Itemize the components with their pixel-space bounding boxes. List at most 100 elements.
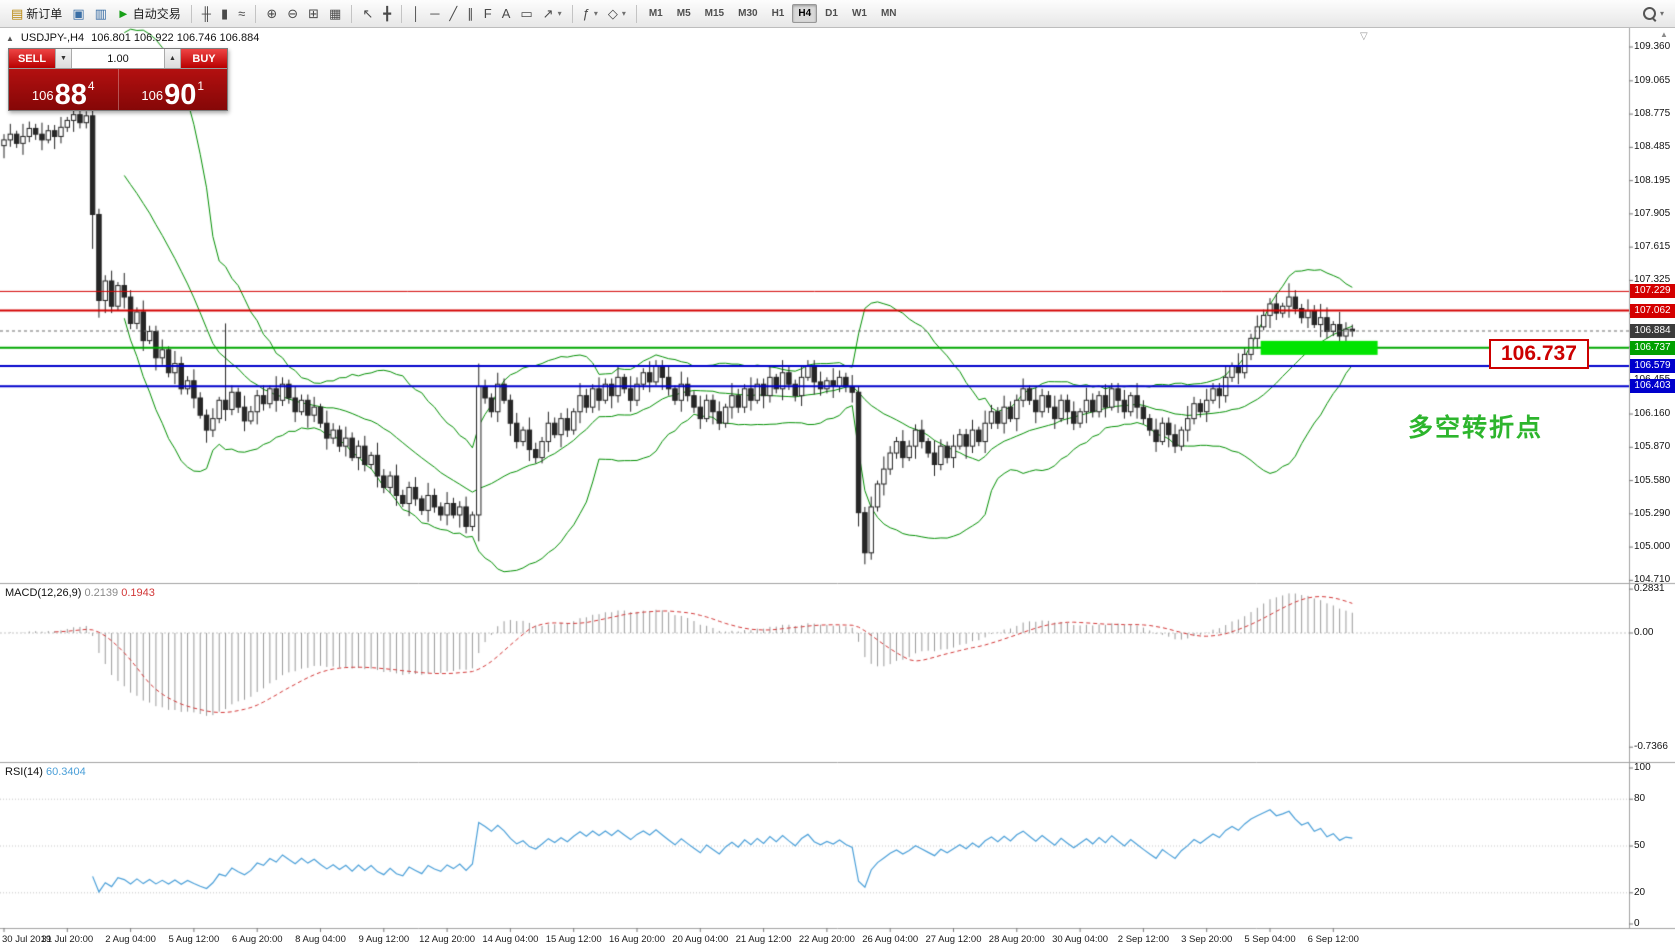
time-axis-label: 6 Sep 12:00 (1307, 934, 1359, 945)
arrange-windows-icon: ▦ (329, 6, 342, 21)
search-button[interactable]: ▾ (1638, 3, 1669, 25)
bid-prefix: 106 (31, 88, 54, 103)
chevron-down-icon: ▾ (1659, 9, 1664, 18)
toolbar-separator (571, 4, 573, 23)
toolbar-separator (401, 4, 403, 23)
new-order-button[interactable]: ▤ 新订单 (6, 3, 67, 25)
buy-button[interactable]: BUY (181, 49, 227, 68)
label-icon: ▭ (520, 6, 533, 21)
volume-input[interactable] (72, 49, 164, 68)
fibonacci-button[interactable]: F (479, 3, 497, 25)
profiles-button[interactable]: ▥ (90, 3, 112, 25)
line-chart-icon: ≈ (238, 6, 246, 21)
time-axis-label: 2 Sep 12:00 (1117, 934, 1170, 945)
time-axis-label: 22 Aug 20:00 (798, 934, 855, 945)
price-axis-label: 107.615 (1634, 241, 1671, 253)
timeframe-m1[interactable]: M1 (643, 4, 669, 23)
buy-price-button[interactable]: 106 90 1 (118, 69, 227, 110)
volume-increase-button[interactable]: ▲ (164, 49, 181, 68)
macd-value-signal: 0.1943 (121, 587, 155, 599)
cursor-button[interactable]: ↖ (357, 3, 378, 25)
timeframe-m15[interactable]: M15 (699, 4, 730, 23)
tile-windows-button[interactable]: ⊞ (303, 3, 324, 25)
search-icon (1642, 7, 1656, 20)
price-axis-label: 108.775 (1634, 108, 1671, 120)
timeframe-d1[interactable]: D1 (819, 4, 844, 23)
price-axis-label: 105.290 (1634, 507, 1671, 519)
trendline-icon: ╱ (449, 6, 458, 21)
turning-point-annotation[interactable]: 多空转折点 (1408, 414, 1544, 442)
indicators-icon: ƒ (582, 6, 590, 21)
bid-big-digits: 88 (54, 79, 87, 112)
macd-axis-label: 0.00 (1634, 627, 1654, 638)
chart-canvas[interactable] (0, 28, 1675, 951)
price-axis-label: 109.065 (1634, 74, 1671, 86)
autotrading-icon: ► (116, 6, 130, 21)
autotrading-button[interactable]: ► 自动交易 (112, 3, 186, 25)
autotrading-label: 自动交易 (132, 7, 181, 21)
one-click-panel-toggle[interactable]: ▲ (6, 33, 14, 43)
sell-price-button[interactable]: 106 88 4 (9, 69, 119, 110)
price-tag: 106.737 (1630, 340, 1675, 355)
new-order-label: 新订单 (26, 7, 63, 21)
toolbar-separator (351, 4, 353, 23)
timeframe-group: M1 M5 M15 M30 H1 H4 D1 W1 MN (642, 4, 904, 23)
chevron-down-icon: ▾ (593, 9, 598, 18)
rsi-name: RSI(14) (5, 766, 43, 778)
price-axis-label: 105.580 (1634, 474, 1671, 486)
rsi-value: 60.3404 (45, 766, 86, 778)
chart-window-icon: ▣ (72, 6, 85, 21)
arrows-button[interactable]: ↗ ▾ (538, 3, 567, 25)
timeframe-h4[interactable]: H4 (792, 4, 818, 23)
vertical-line-button[interactable]: │ (407, 3, 425, 25)
macd-axis-label: 0.2831 (1634, 583, 1665, 595)
price-tag: 107.062 (1630, 303, 1675, 318)
sell-button[interactable]: SELL (9, 49, 55, 68)
toolbar-separator (635, 4, 637, 23)
axis-scroll-icon: ▲ (1660, 30, 1668, 39)
price-axis-label: 105.000 (1634, 541, 1671, 553)
time-axis-label: 9 Aug 12:00 (358, 934, 410, 945)
trendline-button[interactable]: ╱ (444, 3, 462, 25)
price-axis-label: 108.195 (1634, 174, 1671, 186)
price-callout[interactable]: 106.737 (1489, 339, 1589, 369)
line-chart-button[interactable]: ≈ (233, 3, 250, 25)
timeframe-h1[interactable]: H1 (766, 4, 791, 23)
bar-chart-button[interactable]: ╫ (197, 3, 216, 25)
channel-button[interactable]: ∥ (462, 3, 479, 25)
fibonacci-icon: F (483, 6, 492, 21)
arrange-windows-button[interactable]: ▦ (324, 3, 346, 25)
timeframe-mn[interactable]: MN (875, 4, 903, 23)
chart-window-button[interactable]: ▣ (67, 3, 89, 25)
timeframe-m30[interactable]: M30 (732, 4, 763, 23)
time-axis-label: 2 Aug 04:00 (105, 934, 156, 945)
candlestick-chart-button[interactable]: ▮ (216, 3, 233, 25)
arrows-icon: ↗ (542, 6, 554, 21)
symbol-info: ▲ USDJPY-,H4 106.801 106.922 106.746 106… (6, 32, 259, 44)
objects-button[interactable]: ◇ ▾ (603, 3, 631, 25)
candlestick-chart-icon: ▮ (221, 6, 229, 21)
timeframe-w1[interactable]: W1 (846, 4, 873, 23)
rsi-axis-label: 80 (1634, 793, 1646, 805)
symbol-ohlc: 106.801 106.922 106.746 106.884 (91, 32, 260, 44)
price-axis-label: 107.905 (1634, 207, 1671, 219)
indicators-button[interactable]: ƒ ▾ (578, 3, 603, 25)
zoom-in-icon: ⊕ (266, 6, 278, 21)
zoom-out-button[interactable]: ⊖ (282, 3, 303, 25)
time-axis-label: 15 Aug 12:00 (545, 934, 602, 945)
price-axis-label: 106.160 (1634, 408, 1671, 420)
label-button[interactable]: ▭ (515, 3, 537, 25)
volume-decrease-button[interactable]: ▼ (55, 49, 72, 68)
one-click-trading-panel: SELL ▼ ▲ BUY 106 88 4 106 90 1 (8, 48, 228, 111)
time-axis-label: 5 Sep 04:00 (1244, 934, 1296, 945)
timeframe-m5[interactable]: M5 (671, 4, 697, 23)
horizontal-line-button[interactable]: ─ (425, 3, 444, 25)
crosshair-button[interactable]: ╋ (378, 3, 396, 25)
time-axis-label: 8 Aug 04:00 (295, 934, 346, 945)
price-axis-label: 104.710 (1634, 574, 1671, 586)
text-button[interactable]: A (497, 3, 516, 25)
trade-panel-top-row: SELL ▼ ▲ BUY (9, 49, 227, 69)
objects-icon: ◇ (607, 6, 618, 21)
chart-shift-marker-icon[interactable]: ▽ (1360, 31, 1368, 42)
zoom-in-button[interactable]: ⊕ (261, 3, 282, 25)
